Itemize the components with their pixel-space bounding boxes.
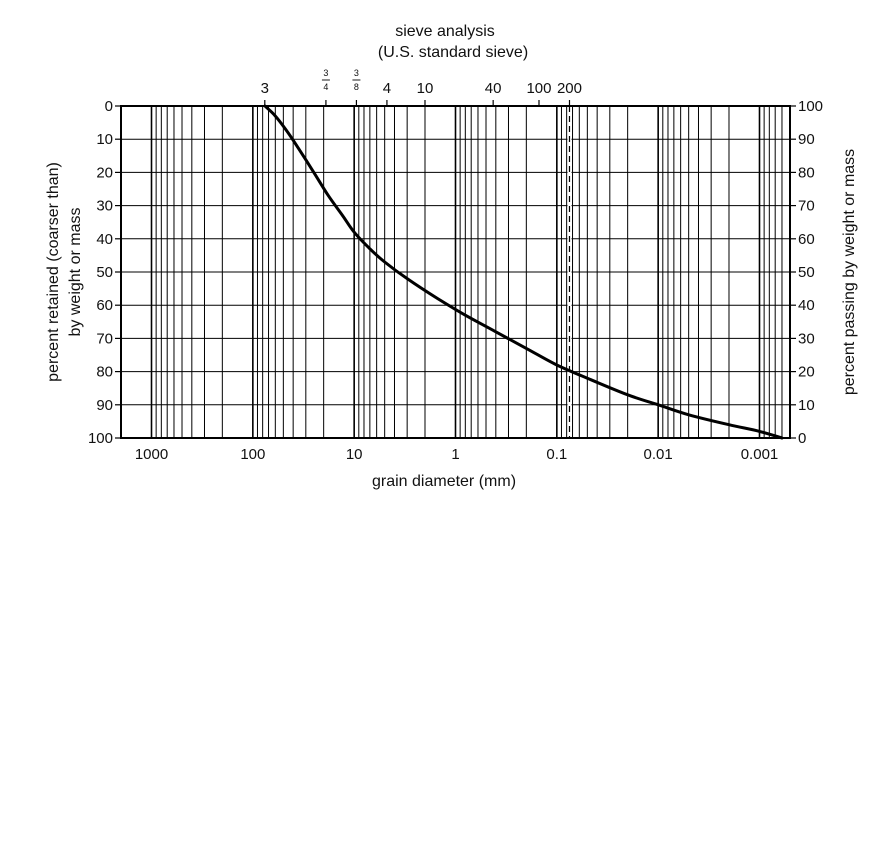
x-tick-label: 1 [451, 446, 459, 463]
y-right-tick-label: 20 [798, 364, 815, 381]
y-right-tick-label: 0 [798, 430, 806, 447]
x-axis-label: grain diameter (mm) [372, 473, 516, 490]
y-right-tick-label: 10 [798, 397, 815, 414]
x-tick-label: 1000 [135, 446, 168, 463]
y-right-tick-label: 70 [798, 198, 815, 215]
sieve-label: 40 [485, 80, 502, 97]
x-tick-label: 0.01 [644, 446, 673, 463]
y-right-tick-label: 40 [798, 297, 815, 314]
chart-title: sieve analysis [395, 23, 495, 40]
x-tick-label: 0.001 [741, 446, 779, 463]
y-right-tick-label: 90 [798, 131, 815, 148]
grid [120, 106, 791, 438]
y-left-tick-label: 20 [96, 164, 113, 181]
y-right-tick-label: 60 [798, 231, 815, 248]
plot-frame [120, 105, 791, 439]
y-left-tick-label: 40 [96, 231, 113, 248]
axis-ticks: 1000 100 10 1 0.1 0.01 0.001010203040506070809… [88, 98, 823, 463]
x-tick-label: 0.1 [546, 446, 567, 463]
y-left-tick-label: 50 [96, 264, 113, 281]
sieve-label: 200 [557, 80, 582, 97]
y-left-tick-label: 70 [96, 330, 113, 347]
sieve-fraction-denominator: 4 [323, 82, 328, 92]
sieve-fraction-numerator: 3 [354, 68, 359, 78]
y-left-tick-label: 10 [96, 131, 113, 148]
x-tick-label: 100 [240, 446, 265, 463]
gradation-curve [263, 104, 784, 440]
y-left-tick-label: 60 [96, 297, 113, 314]
y-right-tick-label: 80 [798, 164, 815, 181]
sieve-fraction-denominator: 8 [354, 82, 359, 92]
y-axis-left-label-line1: percent retained (coarser than) [45, 162, 62, 382]
sieve-markers: 3 3 4 3 8 4 10 40 100 200 [261, 68, 582, 106]
y-right-tick-label: 50 [798, 264, 815, 281]
y-left-tick-label: 100 [88, 430, 113, 447]
sieve-label: 100 [526, 80, 551, 97]
y-right-tick-label: 30 [798, 330, 815, 347]
sieve-label: 3 [261, 80, 269, 97]
sieve-label: 4 [383, 80, 391, 97]
sieve-fraction-numerator: 3 [323, 68, 328, 78]
y-left-tick-label: 30 [96, 198, 113, 215]
y-left-tick-label: 0 [105, 98, 113, 115]
y-left-tick-label: 90 [96, 397, 113, 414]
y-axis-right-label: percent passing by weight or mass [841, 149, 858, 395]
y-left-tick-label: 80 [96, 364, 113, 381]
chart-subtitle: (U.S. standard sieve) [378, 44, 528, 61]
y-right-tick-label: 100 [798, 98, 823, 115]
gradation-curve-layer [263, 104, 784, 440]
x-tick-label: 10 [346, 446, 363, 463]
sieve-label: 10 [417, 80, 434, 97]
y-axis-left-label-line2: by weight or mass [67, 208, 84, 337]
